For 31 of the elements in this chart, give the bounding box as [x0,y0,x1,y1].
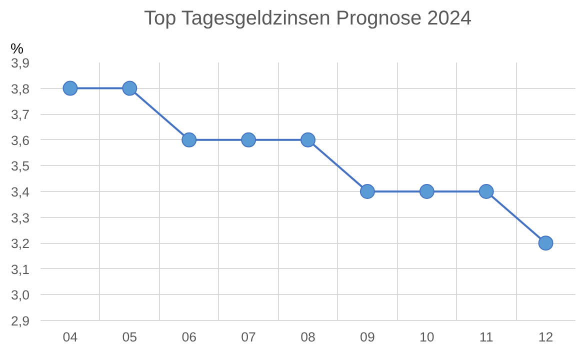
point [300,132,316,148]
point [241,132,256,148]
x-tick-label: 08 [300,330,316,344]
point [478,184,494,199]
x-tick-label: 04 [62,330,78,344]
chart-title: Top Tagesgeldzinsen Prognose 2024 [144,8,472,30]
y-tick-label: 3,4 [10,184,30,200]
y-tick-label: 3,2 [10,236,30,252]
y-tick-label: 3,5 [10,158,30,174]
y-tick-label: 3,9 [10,56,30,70]
point [182,132,197,148]
point [360,184,375,199]
x-tick-label: 05 [122,330,138,344]
point [62,80,78,96]
y-tick-label: 3,6 [10,132,30,148]
point [538,236,554,251]
y-tick-label: 2,9 [10,314,30,328]
y-tick-label: 3,7 [10,107,30,122]
x-tick-label: 09 [360,330,375,344]
y-tick-label: 3,1 [10,262,30,277]
y-tick-label: 3,0 [10,288,30,303]
y-axis-title: % [10,42,24,58]
point [122,80,138,96]
x-tick-label: 10 [419,330,434,344]
x-tick-label: 07 [241,330,256,344]
y-tick-label: 3,8 [10,81,30,96]
y-tick-label: 3,3 [10,210,30,226]
point [419,184,434,199]
x-tick-label: 12 [538,330,554,344]
x-tick-label: 06 [182,330,197,344]
x-tick-label: 11 [479,330,494,344]
